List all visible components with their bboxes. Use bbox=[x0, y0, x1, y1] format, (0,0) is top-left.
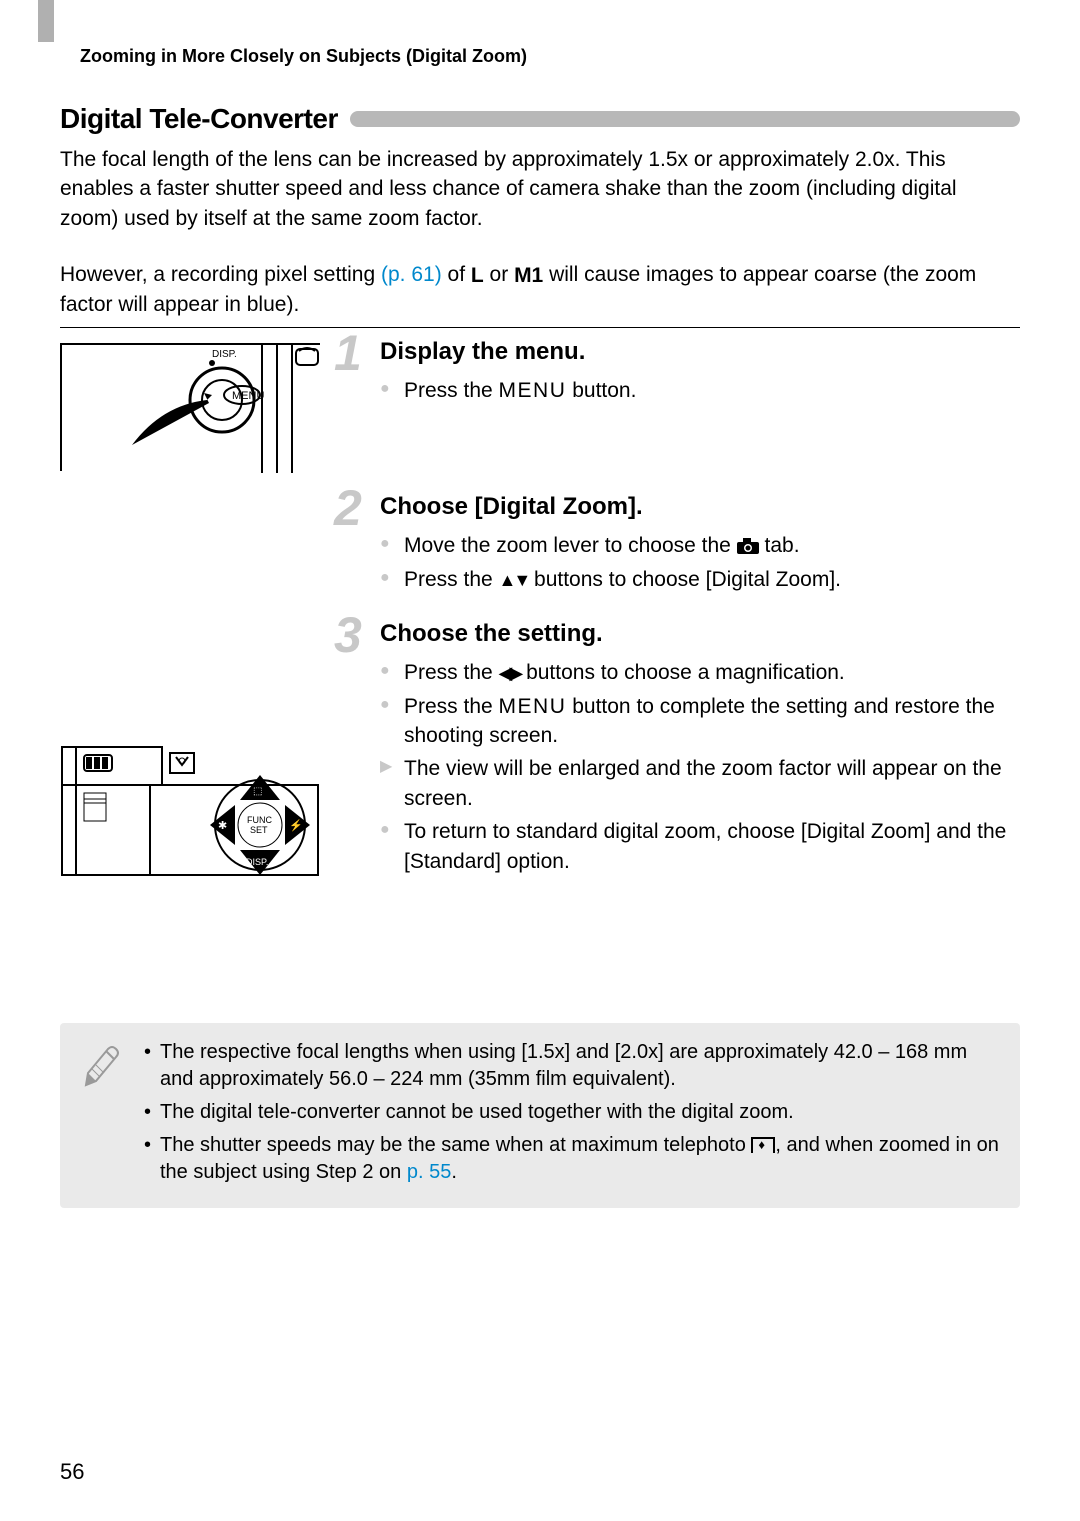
step-item: Move the zoom lever to choose the tab. bbox=[380, 531, 1020, 560]
steps-column: 1 Display the menu. Press the MENU butto… bbox=[340, 338, 1020, 902]
step-number: 2 bbox=[334, 479, 362, 537]
step-item: Press the MENU button to complete the se… bbox=[380, 692, 1020, 751]
camera-menu-illustration: MENU DISP. bbox=[60, 343, 320, 471]
step-item: Press the MENU button. bbox=[380, 376, 1020, 405]
step-number: 3 bbox=[334, 606, 362, 664]
header-breadcrumb: Zooming in More Closely on Subjects (Dig… bbox=[80, 46, 527, 67]
step-items: Move the zoom lever to choose the tab. P… bbox=[380, 531, 1020, 594]
step-number: 1 bbox=[334, 324, 362, 382]
menu-button-label: MENU bbox=[499, 695, 567, 718]
step-item: To return to standard digital zoom, choo… bbox=[380, 817, 1020, 876]
left-right-arrows-icon: ◀▶ bbox=[499, 663, 521, 683]
camera-controls-illustration: ON /OFF FUNC SET ⬚ DISP. ✱ ⚡ bbox=[60, 745, 320, 905]
svg-text:FUNC: FUNC bbox=[247, 815, 272, 825]
section-title-bar bbox=[350, 111, 1020, 127]
step-title: Choose the setting. bbox=[380, 620, 1020, 648]
step-items: Press the ◀▶ buttons to choose a magnifi… bbox=[380, 658, 1020, 876]
step-2: 2 Choose [Digital Zoom]. Move the zoom l… bbox=[340, 493, 1020, 594]
step-3: 3 Choose the setting. Press the ◀▶ butto… bbox=[340, 620, 1020, 876]
page-number: 56 bbox=[60, 1459, 84, 1485]
camera-icon bbox=[737, 538, 759, 554]
size-m1-icon: M1 bbox=[514, 261, 543, 290]
step-item: Press the ▲▼ buttons to choose [Digital … bbox=[380, 565, 1020, 594]
step-item: Press the ◀▶ buttons to choose a magnifi… bbox=[380, 658, 1020, 687]
step-items: Press the MENU button. bbox=[380, 376, 1020, 405]
note-item: The digital tele-converter cannot be use… bbox=[144, 1099, 1002, 1126]
menu-button-label: MENU bbox=[499, 379, 567, 402]
intro-paragraph-2: However, a recording pixel setting (p. 6… bbox=[60, 260, 1020, 320]
note-list: The respective focal lengths when using … bbox=[144, 1039, 1002, 1186]
page-reference-55: p. 55 bbox=[407, 1161, 451, 1183]
svg-text:DISP.: DISP. bbox=[212, 349, 237, 360]
size-l-icon: L bbox=[471, 261, 484, 290]
note-item: The respective focal lengths when using … bbox=[144, 1039, 1002, 1093]
intro-paragraph-1: The focal length of the lens can be incr… bbox=[60, 145, 1020, 233]
svg-text:DISP.: DISP. bbox=[246, 857, 268, 867]
note-box: The respective focal lengths when using … bbox=[60, 1023, 1020, 1208]
step-title: Display the menu. bbox=[380, 338, 1020, 366]
para2-mid: of bbox=[442, 263, 471, 286]
section-title-row: Digital Tele-Converter bbox=[60, 103, 1020, 135]
svg-text:MENU: MENU bbox=[232, 390, 264, 402]
para2-pre: However, a recording pixel setting bbox=[60, 263, 381, 286]
svg-text:⚡: ⚡ bbox=[289, 819, 303, 832]
page-tab bbox=[38, 0, 54, 42]
svg-text:✱: ✱ bbox=[218, 820, 227, 832]
pencil-icon bbox=[78, 1043, 120, 1103]
para2-mid2: or bbox=[484, 263, 514, 286]
step-1: 1 Display the menu. Press the MENU butto… bbox=[340, 338, 1020, 405]
note-item: The shutter speeds may be the same when … bbox=[144, 1132, 1002, 1186]
telephoto-icon bbox=[751, 1137, 775, 1153]
svg-text:⬚: ⬚ bbox=[253, 786, 262, 797]
step-title: Choose [Digital Zoom]. bbox=[380, 493, 1020, 521]
divider bbox=[60, 327, 1020, 328]
up-down-arrows-icon: ▲▼ bbox=[499, 570, 529, 590]
section-title: Digital Tele-Converter bbox=[60, 103, 338, 135]
step-item: The view will be enlarged and the zoom f… bbox=[380, 754, 1020, 813]
svg-text:SET: SET bbox=[250, 825, 268, 835]
page-reference-61: (p. 61) bbox=[381, 263, 442, 286]
